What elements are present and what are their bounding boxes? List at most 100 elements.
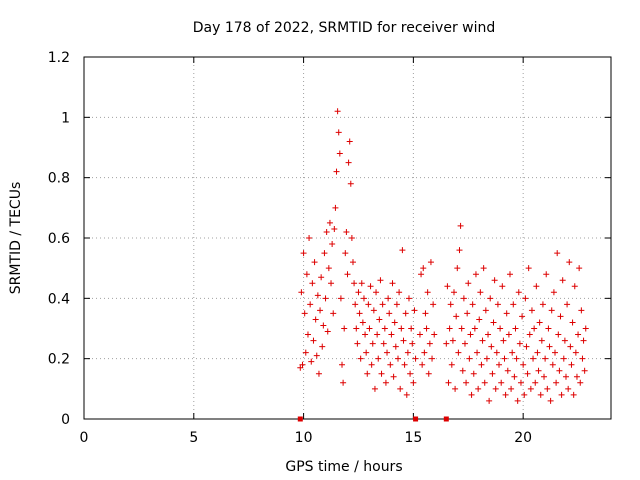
data-point [300, 250, 307, 257]
data-point [569, 319, 576, 326]
data-point [545, 325, 552, 332]
data-point [456, 247, 463, 254]
data-point [359, 319, 366, 326]
data-point [494, 301, 501, 308]
data-point [543, 271, 550, 278]
data-point [387, 361, 394, 368]
data-point [345, 159, 352, 166]
data-point [315, 370, 322, 377]
data-point [485, 331, 492, 338]
data-point [575, 331, 582, 338]
gap-marker [443, 416, 449, 422]
data-point [499, 283, 506, 290]
data-point [308, 358, 315, 365]
data-point [401, 361, 408, 368]
data-point [444, 283, 451, 290]
x-tick-label: 15 [404, 430, 422, 446]
data-point [514, 397, 521, 404]
data-point [365, 301, 372, 308]
data-point [521, 391, 528, 398]
data-point [573, 373, 580, 380]
data-point [354, 340, 361, 347]
data-point [553, 379, 560, 386]
data-point [502, 391, 509, 398]
data-point [298, 289, 305, 296]
data-point [302, 349, 309, 356]
data-point [334, 108, 341, 115]
data-point [508, 385, 515, 392]
data-point [395, 355, 402, 362]
data-point [453, 313, 460, 320]
data-point [466, 355, 473, 362]
data-point [483, 355, 490, 362]
data-point [536, 319, 543, 326]
axis-ticks [83, 56, 611, 420]
data-point [423, 325, 430, 332]
data-point [325, 265, 332, 272]
data-point [459, 367, 466, 374]
data-point [410, 379, 417, 386]
data-point [403, 391, 410, 398]
data-point [449, 337, 456, 344]
data-point [376, 316, 383, 323]
data-point [369, 340, 376, 347]
data-point [482, 307, 489, 314]
data-point [330, 310, 337, 317]
data-point [510, 301, 517, 308]
data-point [364, 370, 371, 377]
data-point [378, 370, 385, 377]
data-point [307, 301, 314, 308]
data-point [379, 301, 386, 308]
data-point [571, 283, 578, 290]
data-point [425, 370, 432, 377]
data-point [486, 397, 493, 404]
data-point [497, 325, 504, 332]
gap-markers [297, 416, 449, 422]
data-point [324, 328, 331, 335]
data-point [362, 331, 369, 338]
data-point [532, 379, 539, 386]
data-point [559, 277, 566, 284]
data-point [539, 301, 546, 308]
data-point [355, 289, 362, 296]
data-point [412, 355, 419, 362]
data-point [477, 289, 484, 296]
chart-title: Day 178 of 2022, SRMTID for receiver win… [193, 20, 496, 36]
data-point [323, 228, 330, 235]
data-point [515, 289, 522, 296]
data-point [393, 301, 400, 308]
data-point [321, 250, 328, 257]
data-point [320, 322, 327, 329]
data-point [461, 340, 468, 347]
data-point [522, 295, 529, 302]
data-point [452, 385, 459, 392]
data-point [524, 370, 531, 377]
data-point [578, 307, 585, 314]
data-point [402, 310, 409, 317]
data-point [366, 325, 373, 332]
data-point [565, 385, 572, 392]
data-point [416, 331, 423, 338]
data-point [468, 391, 475, 398]
x-tick-label: 20 [514, 430, 532, 446]
scatter-points [297, 108, 589, 404]
y-tick-label: 0.8 [48, 171, 70, 187]
x-tick-labels: 0 5 10 15 20 [80, 430, 533, 446]
data-point [457, 222, 464, 229]
data-point [341, 325, 348, 332]
data-point [542, 355, 549, 362]
y-tick-label: 1.2 [48, 50, 70, 66]
data-point [360, 295, 367, 302]
data-point [329, 241, 336, 248]
data-point [562, 373, 569, 380]
data-point [389, 280, 396, 287]
data-point [475, 385, 482, 392]
data-point [547, 397, 554, 404]
data-point [463, 379, 470, 386]
data-point [503, 310, 510, 317]
data-point [391, 319, 398, 326]
data-point [309, 280, 316, 287]
data-point [567, 343, 574, 350]
data-point [450, 289, 457, 296]
